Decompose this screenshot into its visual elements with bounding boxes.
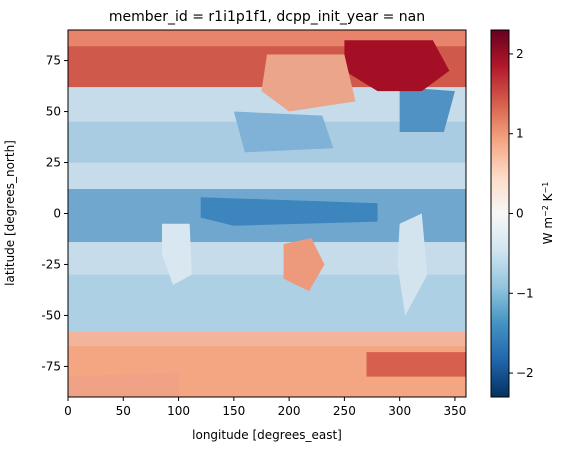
x-tick-label: 0 xyxy=(64,404,72,418)
x-tick-label: 250 xyxy=(333,404,356,418)
eq-pacific-cold xyxy=(200,197,378,226)
y-tick-label: 0 xyxy=(53,207,61,221)
y-axis-ticks: -75 -50 -25 0 25 50 75 xyxy=(41,54,68,373)
x-axis-label: longitude [degrees_east] xyxy=(192,428,342,442)
eurasia-warm xyxy=(261,54,356,112)
colorbar-label: W m−2 K−1 xyxy=(541,182,556,245)
x-tick-label: 300 xyxy=(388,404,411,418)
colorbar-ticks: −2 −1 0 1 2 xyxy=(509,47,534,380)
australia xyxy=(283,237,325,291)
n-atlantic-blue xyxy=(399,87,455,132)
y-tick-label: -25 xyxy=(41,257,61,271)
colorbar-tick-label: −1 xyxy=(516,286,534,300)
y-tick-label: -75 xyxy=(41,359,61,373)
y-tick-label: -50 xyxy=(41,308,61,322)
x-axis-ticks: 0 50 100 150 200 250 300 350 xyxy=(64,397,466,418)
n-pacific-blue xyxy=(233,111,334,153)
colorbar-label-base: W m xyxy=(541,217,555,244)
heatmap-field xyxy=(68,30,466,397)
colorbar-tick-label: 0 xyxy=(516,207,524,221)
colorbar-gradient xyxy=(490,29,510,398)
x-tick-label: 150 xyxy=(222,404,245,418)
colorbar-label-mid: K xyxy=(541,192,555,205)
x-tick-label: 200 xyxy=(278,404,301,418)
antarctica-interior xyxy=(68,372,179,397)
southern-ocean-band xyxy=(68,274,466,332)
colorbar-label-exp2: −1 xyxy=(541,182,550,194)
chart-title: member_id = r1i1p1f1, dcpp_init_year = n… xyxy=(109,9,425,25)
y-tick-label: 50 xyxy=(46,105,61,119)
x-tick-label: 100 xyxy=(167,404,190,418)
siberia-hot xyxy=(344,40,450,92)
colorbar-tick-label: −2 xyxy=(516,366,534,380)
south-america xyxy=(397,213,428,316)
y-tick-label: 25 xyxy=(46,156,61,170)
africa-south xyxy=(161,223,192,285)
y-tick-label: 75 xyxy=(46,54,61,68)
colorbar-tick-label: 2 xyxy=(516,47,524,61)
antarctica-red xyxy=(366,352,466,377)
x-tick-label: 50 xyxy=(116,404,131,418)
colorbar-tick-label: 1 xyxy=(516,127,524,141)
x-tick-label: 350 xyxy=(443,404,466,418)
colorbar-label-exp1: −2 xyxy=(541,205,550,217)
y-axis-label: latitude [degrees_north] xyxy=(3,140,17,286)
